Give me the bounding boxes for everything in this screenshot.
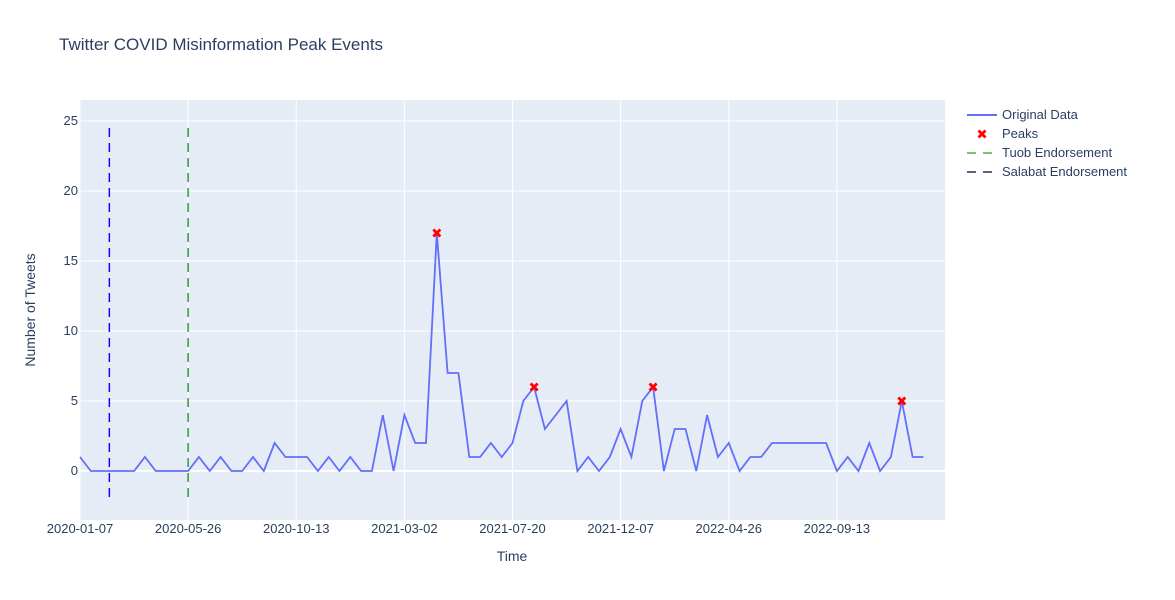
legend: Original Data Peaks Tuob Endorsement Salaba… — [967, 107, 1127, 179]
peak-point — [432, 228, 442, 238]
legend-swatch — [977, 129, 987, 139]
x-tick-label: 2022-09-13 — [804, 521, 871, 536]
y-tick-label: 15 — [64, 253, 78, 268]
legend-label: Tuob Endorsement — [1002, 145, 1112, 160]
x-axis-label: Time — [497, 548, 528, 564]
y-tick-label: 25 — [64, 113, 78, 128]
x-tick-label: 2021-07-20 — [479, 521, 546, 536]
legend-label: Original Data — [1002, 107, 1079, 122]
grid-lines — [79, 100, 945, 520]
y-tick-labels: 0 5 10 15 20 25 — [64, 113, 78, 478]
y-tick-label: 10 — [64, 323, 78, 338]
y-axis-label: Number of Tweets — [22, 253, 38, 366]
legend-item[interactable]: Salabat Endorsement — [967, 164, 1127, 179]
x-tick-label: 2020-05-26 — [155, 521, 222, 536]
x-tick-labels: 2020-01-07 2020-05-26 2020-10-13 2021-03-02… — [47, 521, 870, 536]
legend-item[interactable]: Tuob Endorsement — [967, 145, 1112, 160]
legend-label: Peaks — [1002, 126, 1039, 141]
x-tick-label: 2020-01-07 — [47, 521, 114, 536]
legend-item[interactable]: Original Data — [967, 107, 1079, 122]
peak-point — [529, 382, 539, 392]
x-tick-label: 2022-04-26 — [696, 521, 763, 536]
legend-item[interactable]: Peaks — [977, 126, 1039, 141]
y-tick-label: 0 — [71, 463, 78, 478]
x-tick-label: 2021-12-07 — [587, 521, 654, 536]
vertical-lines — [108, 128, 189, 499]
peak-point — [648, 382, 658, 392]
x-tick-label: 2020-10-13 — [263, 521, 330, 536]
series-original-data — [79, 232, 924, 474]
series-peaks — [432, 228, 907, 406]
peak-point — [897, 396, 907, 406]
y-tick-label: 5 — [71, 393, 78, 408]
series-line — [79, 232, 924, 474]
chart-title: Twitter COVID Misinformation Peak Events — [59, 35, 383, 54]
legend-label: Salabat Endorsement — [1002, 164, 1127, 179]
x-tick-label: 2021-03-02 — [371, 521, 438, 536]
y-tick-label: 20 — [64, 183, 78, 198]
